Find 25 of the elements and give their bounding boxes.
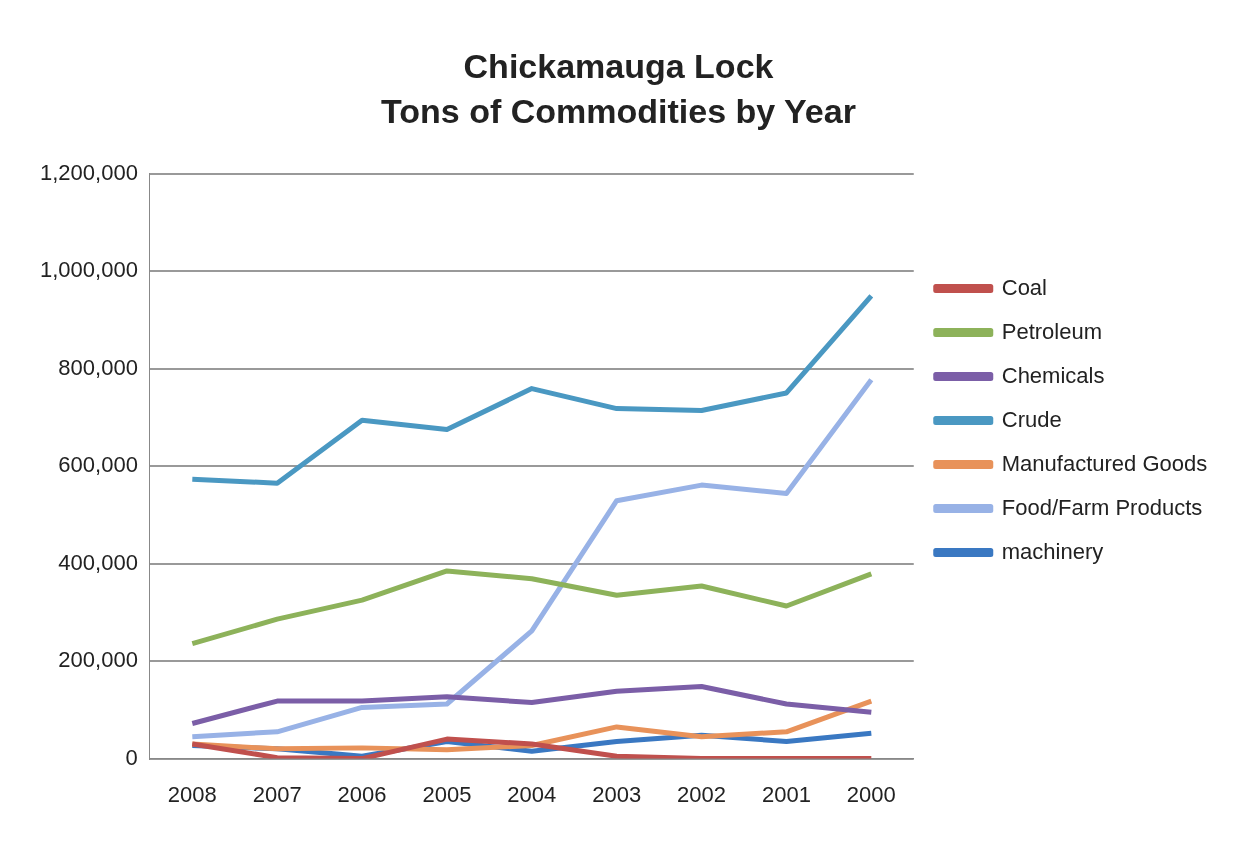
x-tick-label: 2006 xyxy=(337,781,387,807)
x-tick-label: 2001 xyxy=(761,781,811,807)
legend-label: Manufactured Goods xyxy=(1001,450,1208,476)
x-tick-label: 2003 xyxy=(592,781,642,807)
x-tick-label: 2005 xyxy=(422,781,472,807)
y-tick-label: 200,000 xyxy=(58,647,138,673)
legend-label: Crude xyxy=(1001,406,1062,432)
x-tick-label: 2000 xyxy=(846,781,896,807)
y-tick-label: 1,000,000 xyxy=(40,257,138,283)
x-tick-label: 2008 xyxy=(167,781,217,807)
legend-label: Food/Farm Products xyxy=(1001,494,1203,520)
legend-label: Petroleum xyxy=(1001,318,1103,344)
chart-title: Chickamauga Lock xyxy=(463,46,774,85)
x-tick-label: 2002 xyxy=(677,781,727,807)
x-tick-label: 2004 xyxy=(507,781,557,807)
legend-label: Coal xyxy=(1001,274,1047,300)
legend-label: machinery xyxy=(1001,538,1104,564)
y-tick-label: 0 xyxy=(125,744,138,770)
x-tick-label: 2007 xyxy=(252,781,302,807)
y-tick-label: 400,000 xyxy=(58,549,138,575)
y-tick-label: 800,000 xyxy=(58,354,138,380)
y-tick-label: 600,000 xyxy=(58,452,138,478)
y-tick-label: 1,200,000 xyxy=(40,159,138,185)
chart-subtitle: Tons of Commodities by Year xyxy=(381,91,856,130)
legend-label: Chemicals xyxy=(1001,362,1105,388)
